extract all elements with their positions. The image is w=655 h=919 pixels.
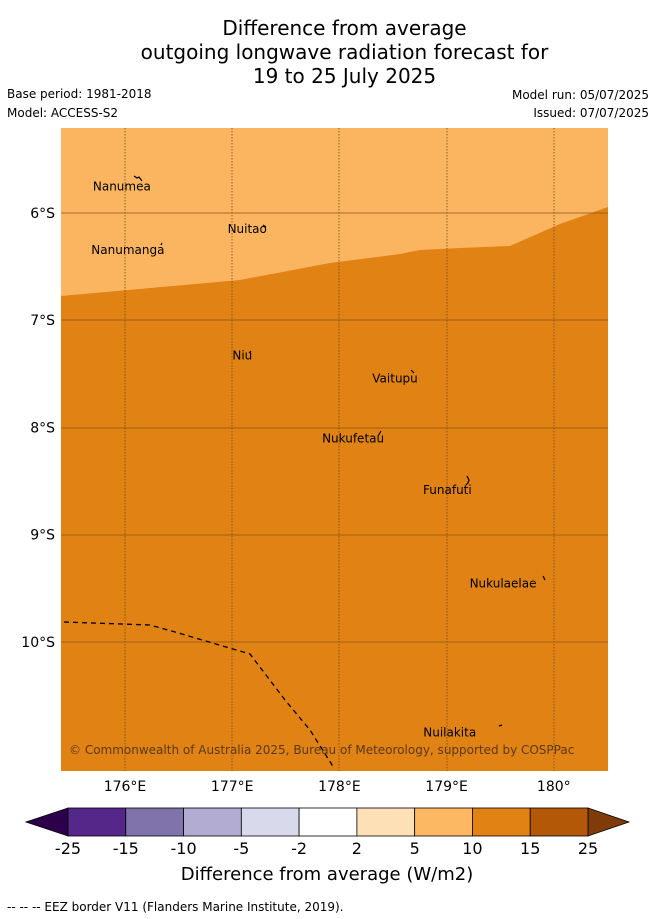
colorbar-title: Difference from average (W/m2) <box>181 864 473 885</box>
colorbar-tick: 5 <box>410 839 420 858</box>
island-label-nuilakita: Nuilakita <box>423 725 476 739</box>
eez-border <box>63 621 335 769</box>
colorbar-segments <box>67 807 589 837</box>
island-label-nanumanga: Nanumanga <box>91 243 164 257</box>
longitude-labels: 176°E 177°E 178°E 179°E 180° <box>104 779 571 795</box>
lon-tick-label: 178°E <box>318 779 361 795</box>
lon-tick-label: 179°E <box>425 779 468 795</box>
colorbar-segment <box>529 807 589 837</box>
anomaly-band-dark <box>61 207 608 771</box>
island-shape-nanumea <box>133 175 143 182</box>
base-period: Base period: 1981-2018 <box>7 87 152 101</box>
island-label-niu: Niu <box>232 348 252 362</box>
lat-tick-label: 6°S <box>30 206 55 222</box>
island-shape-nukufetau <box>377 430 382 437</box>
island-label-nukufetau: Nukufetau <box>322 432 384 446</box>
lon-tick-label: 177°E <box>211 779 254 795</box>
island-label-vaitupu: Vaitupu <box>372 372 418 386</box>
colorbar-segment <box>356 807 416 837</box>
lon-tick-label: 180° <box>537 779 571 795</box>
colorbar-segment <box>414 807 473 837</box>
colorbar-segment <box>472 807 531 837</box>
island-outlines <box>133 175 546 727</box>
map-svg[interactable]: Nanumea Nuitao Nanumanga Niu Vaitupu Nukufeta… <box>0 120 655 800</box>
island-shape-nuilakita <box>498 724 503 727</box>
issued-date: Issued: 07/07/2025 <box>533 106 649 120</box>
colorbar-segment <box>298 807 358 837</box>
model-run: Model run: 05/07/2025 <box>511 88 649 102</box>
eez-footnote: -- -- -- EEZ border V11 (Flanders Marine… <box>7 900 344 914</box>
island-shape-nukulaelae <box>542 575 546 581</box>
colorbar-segment <box>125 807 184 837</box>
island-labels: Nanumea Nuitao Nanumanga Niu Vaitupu Nukufeta… <box>91 180 536 740</box>
model-name: Model: ACCESS-S2 <box>7 106 119 120</box>
island-label-funafuti: Funafuti <box>423 483 472 497</box>
island-label-nuitao: Nuitao <box>228 222 267 236</box>
colorbar-tick: 15 <box>520 839 540 858</box>
island-shape-nanumanga <box>160 242 163 246</box>
colorbar-tick: 2 <box>352 839 362 858</box>
lat-tick-label: 8°S <box>30 420 55 436</box>
colorbar-tick: -10 <box>170 839 196 858</box>
colorbar-tick: -25 <box>55 839 81 858</box>
island-shape-funafuti <box>465 475 470 486</box>
title-line-3: 19 to 25 July 2025 <box>252 64 437 88</box>
colorbar-tick: 10 <box>462 839 482 858</box>
lat-tick-label: 9°S <box>30 528 55 544</box>
colorbar-tick: -5 <box>233 839 249 858</box>
lat-tick-label: 7°S <box>30 313 55 329</box>
colorbar-tick: -2 <box>291 839 307 858</box>
island-label-nukulaelae: Nukulaelae <box>470 576 537 590</box>
map-title: Difference from average outgoing longwav… <box>0 16 655 88</box>
title-line-1: Difference from average <box>222 16 467 40</box>
colorbar-segment <box>67 807 127 837</box>
copyright-text: © Commonwealth of Australia 2025, Bureau… <box>69 743 574 757</box>
graticule-lat <box>61 212 608 643</box>
map-panel[interactable]: Nanumea Nuitao Nanumanga Niu Vaitupu Nukufeta… <box>0 120 655 800</box>
colorbar-segment <box>240 807 300 837</box>
island-shape-nuitao <box>262 224 267 228</box>
lon-tick-label: 176°E <box>104 779 147 795</box>
island-label-nanumea: Nanumea <box>93 180 151 194</box>
title-line-2: outgoing longwave radiation forecast for <box>140 40 549 64</box>
latitude-labels: 6°S 7°S 8°S 9°S 10°S <box>21 206 55 651</box>
island-shape-niu <box>248 350 252 354</box>
colorbar-over-arrow <box>587 807 631 837</box>
colorbar-under-arrow <box>24 807 69 837</box>
island-shape-vaitupu <box>410 369 415 374</box>
colorbar-segment <box>183 807 242 837</box>
colorbar: -25 -15 -10 -5 -2 2 5 10 15 25 Difference from av… <box>0 800 655 895</box>
lat-tick-label: 10°S <box>21 635 55 651</box>
graticule <box>124 128 555 771</box>
colorbar-tick: -15 <box>113 839 139 858</box>
colorbar-tick: 25 <box>578 839 598 858</box>
colorbar-svg: -25 -15 -10 -5 -2 2 5 10 15 25 Difference from av… <box>24 807 631 885</box>
colorbar-tick-labels: -25 -15 -10 -5 -2 2 5 10 15 25 <box>55 839 598 858</box>
